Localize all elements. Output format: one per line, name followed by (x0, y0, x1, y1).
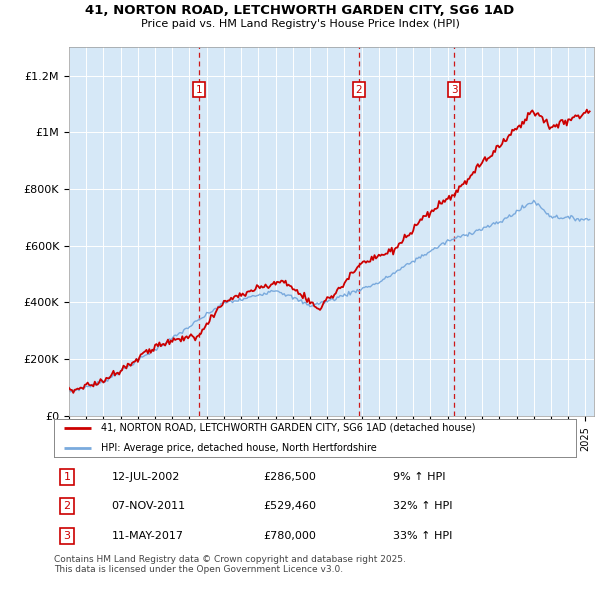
Text: 32% ↑ HPI: 32% ↑ HPI (394, 501, 453, 511)
Text: 2: 2 (355, 84, 362, 94)
Text: 11-MAY-2017: 11-MAY-2017 (112, 531, 184, 541)
Text: 12-JUL-2002: 12-JUL-2002 (112, 471, 180, 481)
Text: 41, NORTON ROAD, LETCHWORTH GARDEN CITY, SG6 1AD: 41, NORTON ROAD, LETCHWORTH GARDEN CITY,… (85, 4, 515, 17)
Text: 9% ↑ HPI: 9% ↑ HPI (394, 471, 446, 481)
Text: Price paid vs. HM Land Registry's House Price Index (HPI): Price paid vs. HM Land Registry's House … (140, 19, 460, 29)
Text: £780,000: £780,000 (263, 531, 316, 541)
Text: 1: 1 (64, 471, 71, 481)
Text: Contains HM Land Registry data © Crown copyright and database right 2025.
This d: Contains HM Land Registry data © Crown c… (54, 555, 406, 574)
Text: £286,500: £286,500 (263, 471, 316, 481)
Text: 3: 3 (64, 531, 71, 541)
Text: 41, NORTON ROAD, LETCHWORTH GARDEN CITY, SG6 1AD (detached house): 41, NORTON ROAD, LETCHWORTH GARDEN CITY,… (101, 422, 475, 432)
Text: 3: 3 (451, 84, 457, 94)
Text: 2: 2 (64, 501, 71, 511)
Text: 07-NOV-2011: 07-NOV-2011 (112, 501, 185, 511)
Text: £529,460: £529,460 (263, 501, 316, 511)
Text: 1: 1 (196, 84, 202, 94)
Text: 33% ↑ HPI: 33% ↑ HPI (394, 531, 452, 541)
Text: HPI: Average price, detached house, North Hertfordshire: HPI: Average price, detached house, Nort… (101, 442, 377, 453)
